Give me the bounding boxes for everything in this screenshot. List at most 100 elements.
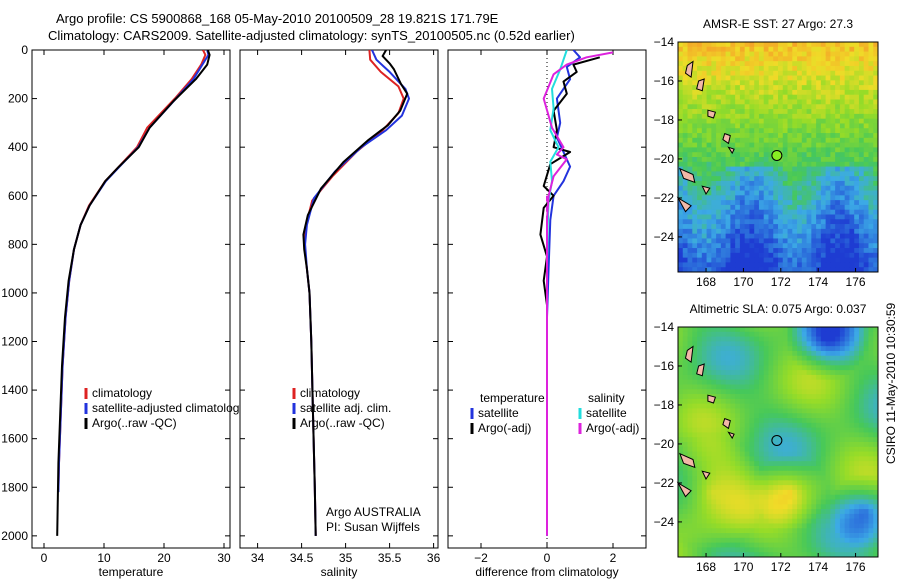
map-cell <box>811 56 817 62</box>
map-cell <box>797 42 803 48</box>
map-cell <box>820 403 827 409</box>
map-cell <box>697 99 703 105</box>
map-cell <box>801 248 807 254</box>
map-cell <box>720 370 727 376</box>
map-cell <box>678 341 684 347</box>
map-cell <box>858 408 865 414</box>
map-cell <box>730 456 736 462</box>
map-cell <box>792 85 798 91</box>
map-cell <box>692 446 698 452</box>
map-cell <box>739 209 746 215</box>
map-cell <box>849 504 855 510</box>
map-cell <box>839 123 846 129</box>
map-cell <box>697 331 703 337</box>
map-cell <box>682 465 688 472</box>
map-cell <box>835 475 841 481</box>
map-cell <box>716 370 722 376</box>
map-cell <box>863 238 869 244</box>
map-cell <box>787 233 793 239</box>
map-cell <box>830 248 836 254</box>
map-cell <box>820 262 827 268</box>
map-cell <box>716 248 722 254</box>
map-cell <box>844 485 850 491</box>
map-cell <box>711 489 717 496</box>
map-cell <box>758 61 765 67</box>
legend-entry: climatology <box>300 386 360 400</box>
map-cell <box>763 65 769 72</box>
map-cell <box>725 70 731 76</box>
map-cell <box>758 398 765 405</box>
map-cell <box>687 528 693 534</box>
map-cell <box>716 437 722 443</box>
map-cell <box>849 190 855 196</box>
map-cell <box>682 403 688 409</box>
map-cell <box>858 394 865 400</box>
map-cell <box>782 513 788 520</box>
map-cell <box>716 384 722 390</box>
map-cell <box>873 157 879 163</box>
y-tick-label: 2000 <box>1 529 28 543</box>
map-cell <box>735 113 741 120</box>
map-cell <box>797 489 803 496</box>
map-cell <box>849 494 855 500</box>
map-cell <box>744 42 750 48</box>
island <box>679 167 696 184</box>
map-cell <box>782 465 788 472</box>
map-cell <box>792 509 798 515</box>
map-cell <box>787 252 793 259</box>
map-cell <box>844 327 850 333</box>
map-cell <box>801 118 807 124</box>
map-cell <box>825 398 831 405</box>
map-cell <box>749 219 755 225</box>
map-cell <box>682 61 688 67</box>
map-cell <box>744 523 750 529</box>
map-cell <box>868 389 874 395</box>
map-cell <box>720 204 727 211</box>
map-cell <box>720 80 727 86</box>
map-cell <box>754 394 760 400</box>
map-cell <box>863 200 869 206</box>
map-cell <box>735 547 741 553</box>
map-cell <box>687 228 693 235</box>
map-cell <box>849 118 855 124</box>
map-cell <box>682 547 688 553</box>
map-cell <box>763 499 769 505</box>
map-cell <box>844 109 850 115</box>
map-cell <box>701 360 707 366</box>
map-cell <box>678 185 684 191</box>
map-cell <box>706 552 712 558</box>
map-cell <box>801 446 807 452</box>
map-cell <box>768 195 774 201</box>
map-cell <box>839 533 846 539</box>
map-cell <box>754 257 760 263</box>
map-cell <box>720 456 727 462</box>
map-cell <box>749 75 755 81</box>
map-cell <box>697 489 703 496</box>
map-cell <box>830 384 836 390</box>
map-cell <box>873 518 879 524</box>
map-cell <box>749 331 755 337</box>
map-cell <box>863 65 869 72</box>
map-cell <box>739 252 746 259</box>
map-cell <box>711 389 717 395</box>
map-cell <box>744 370 750 376</box>
map-cell <box>778 470 784 476</box>
map-cell <box>682 384 688 390</box>
map-cell <box>768 233 774 239</box>
map-cell <box>730 379 736 385</box>
map-cell <box>839 537 846 544</box>
map-cell <box>758 437 765 443</box>
map-cell <box>716 228 722 235</box>
map-cell <box>687 403 693 409</box>
map-cell <box>716 65 722 72</box>
map-cell <box>820 128 827 134</box>
map-cell <box>749 161 755 167</box>
map-cell <box>778 528 784 534</box>
map-cell <box>768 537 774 544</box>
map-cell <box>792 365 798 371</box>
map-cell <box>792 56 798 62</box>
map-cell <box>697 408 703 414</box>
map-cell <box>749 547 755 553</box>
map-cell <box>873 85 879 91</box>
map-cell <box>768 542 774 548</box>
